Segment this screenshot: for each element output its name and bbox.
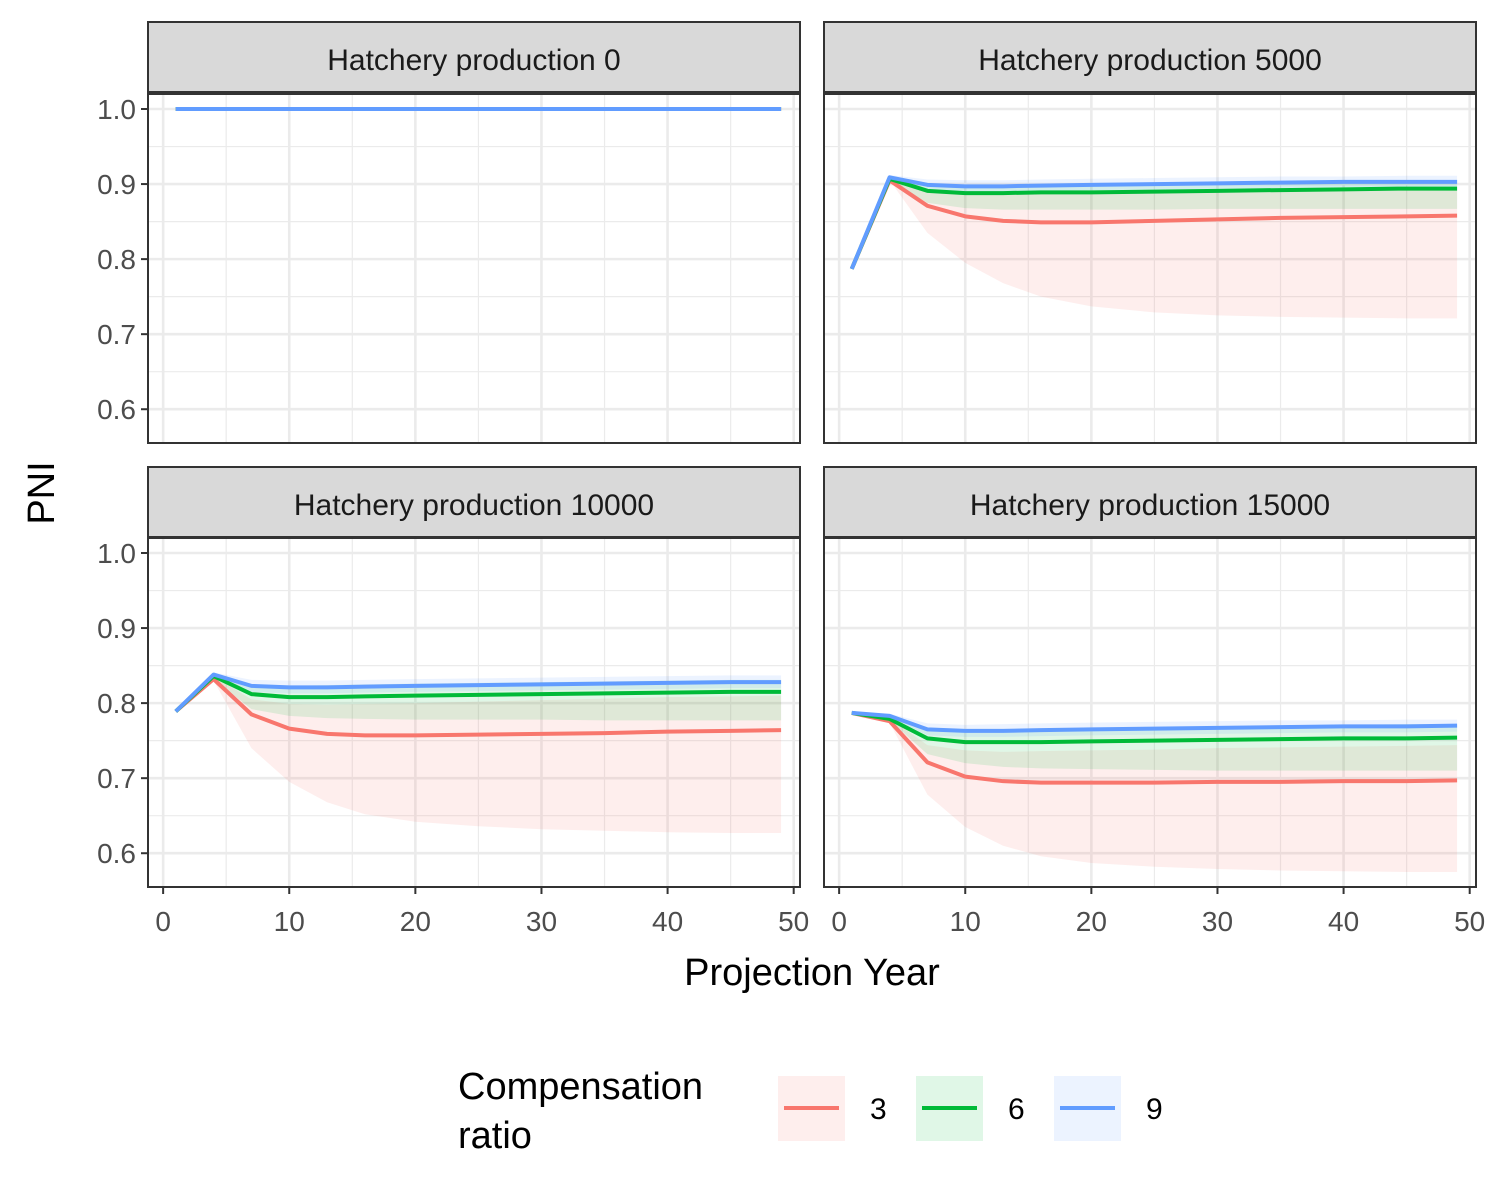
strip-label: Hatchery production 10000 xyxy=(294,489,654,522)
legend-keys: 3 6 9 xyxy=(778,1076,1163,1141)
grid xyxy=(148,94,800,443)
y-axis: 0.6 0.7 0.8 0.9 1.0 xyxy=(97,538,148,869)
y-axis: 0.6 0.7 0.8 0.9 1.0 xyxy=(97,94,148,425)
legend-key-9: 9 xyxy=(1054,1076,1163,1141)
line-ratio-9 xyxy=(851,710,1458,733)
line-ratio-6 xyxy=(851,710,1458,745)
x-tick-label: 30 xyxy=(1202,906,1233,937)
x-axis: 0 10 20 30 40 50 xyxy=(831,887,1485,937)
strip-label: Hatchery production 15000 xyxy=(970,489,1330,522)
panel-border xyxy=(147,93,801,444)
y-tick-label: 0.8 xyxy=(97,244,136,275)
panel-2: Hatchery production 5000 xyxy=(823,21,1477,444)
strip-background xyxy=(823,21,1477,93)
x-tick-label: 0 xyxy=(831,906,847,937)
strip-background xyxy=(823,466,1477,538)
panel-background xyxy=(148,94,800,443)
panel-strip: Hatchery production 10000 xyxy=(147,466,801,538)
y-axis-title: PNI xyxy=(21,461,63,524)
strip-background xyxy=(147,21,801,93)
x-tick-label: 10 xyxy=(950,906,981,937)
x-axis: 0 10 20 30 40 50 xyxy=(155,887,809,937)
x-tick-label: 10 xyxy=(274,906,305,937)
y-tick-label: 1.0 xyxy=(97,538,136,569)
legend-title-line-1: Compensation xyxy=(458,1066,703,1108)
ribbon-ratio-3 xyxy=(851,712,1458,872)
x-tick-label: 40 xyxy=(1328,906,1359,937)
strip-label: Hatchery production 0 xyxy=(327,44,621,77)
panel-3: Hatchery production 10000 0.6 0.7 0.8 0.9 1.0… xyxy=(97,466,809,937)
y-tick-label: 0.7 xyxy=(97,319,136,350)
x-tick-label: 50 xyxy=(778,906,809,937)
line-ratio-9 xyxy=(174,672,782,713)
panel-background xyxy=(824,538,1476,887)
x-tick-label: 20 xyxy=(1076,906,1107,937)
panel-background xyxy=(148,538,800,887)
y-tick-label: 0.8 xyxy=(97,688,136,719)
panel-background xyxy=(824,94,1476,443)
legend-label: 9 xyxy=(1146,1093,1163,1126)
grid xyxy=(148,538,800,887)
panel-border xyxy=(823,537,1477,888)
panel-1: Hatchery production 0 0.6 0.7 0.8 0.9 1.0 xyxy=(97,21,801,444)
panel-strip: Hatchery production 15000 xyxy=(823,466,1477,538)
legend-title-line-2: ratio xyxy=(458,1115,532,1157)
line-ratio-6 xyxy=(174,674,782,713)
y-tick-label: 1.0 xyxy=(97,94,136,125)
x-tick-label: 20 xyxy=(400,906,431,937)
panel-strip: Hatchery production 5000 xyxy=(823,21,1477,93)
strip-background xyxy=(147,466,801,538)
legend-key-3: 3 xyxy=(778,1076,887,1141)
ribbon-ratio-3 xyxy=(851,178,1458,319)
line-ratio-9 xyxy=(849,175,1458,270)
panel-4: Hatchery production 15000 0 10 20 30 40 50 xyxy=(823,466,1485,937)
panel-border xyxy=(147,537,801,888)
x-tick-label: 30 xyxy=(526,906,557,937)
legend-title: Compensation ratio xyxy=(458,1066,714,1157)
y-tick-label: 0.6 xyxy=(97,394,136,425)
x-tick-label: 0 xyxy=(155,906,171,937)
y-tick-label: 0.9 xyxy=(97,169,136,200)
y-tick-label: 0.9 xyxy=(97,613,136,644)
line-ratio-3 xyxy=(849,178,1458,270)
panels-layer: Hatchery production 00.60.70.80.91.0Hatc… xyxy=(97,21,1485,937)
legend-label: 6 xyxy=(1008,1093,1025,1126)
x-axis-title: Projection Year xyxy=(684,952,940,994)
legend-key-6: 6 xyxy=(916,1076,1025,1141)
legend: Compensation ratio 3 6 9 xyxy=(458,1066,1163,1157)
ribbon-ratio-6 xyxy=(851,176,1458,269)
y-tick-label: 0.6 xyxy=(97,838,136,869)
panel-strip: Hatchery production 0 xyxy=(147,21,801,93)
line-ratio-3 xyxy=(174,677,782,738)
line-ratio-6 xyxy=(849,176,1458,270)
legend-label: 3 xyxy=(870,1093,887,1126)
panel-border xyxy=(823,93,1477,444)
strip-label: Hatchery production 5000 xyxy=(978,44,1322,77)
grid xyxy=(824,94,1476,443)
x-tick-label: 40 xyxy=(652,906,683,937)
x-tick-label: 50 xyxy=(1454,906,1485,937)
y-tick-label: 0.7 xyxy=(97,763,136,794)
ribbon-ratio-3 xyxy=(175,676,782,833)
line-ratio-3 xyxy=(851,710,1458,785)
